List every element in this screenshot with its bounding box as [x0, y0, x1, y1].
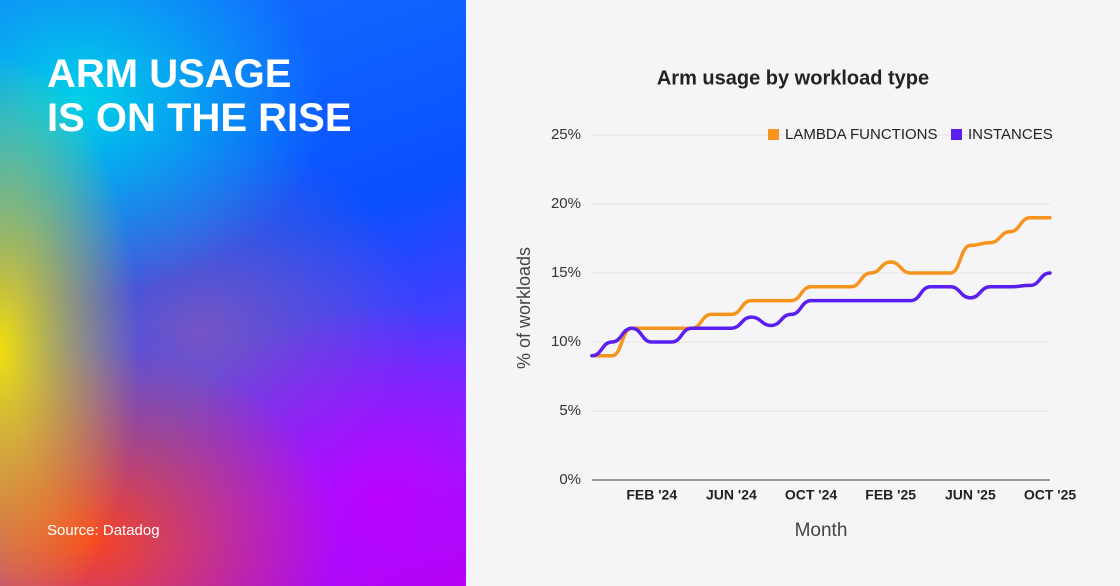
headline: IS ON THE RISE — [47, 96, 352, 140]
x-tick-label: OCT '24 — [785, 487, 838, 503]
legend-label: LAMBDA FUNCTIONS — [785, 126, 938, 143]
x-axis-label: Month — [795, 520, 848, 541]
y-tick-label: 5% — [559, 402, 581, 419]
y-tick-label: 15% — [551, 264, 581, 281]
legend-label: INSTANCES — [968, 126, 1053, 143]
series-line — [590, 271, 1052, 358]
y-tick-label: 10% — [551, 333, 581, 350]
x-tick-label: FEB '25 — [865, 487, 916, 503]
y-tick-label: 25% — [551, 126, 581, 143]
x-tick-label: OCT '25 — [1024, 487, 1077, 503]
chart-title: Arm usage by workload type — [657, 67, 929, 89]
series-line — [590, 216, 1052, 358]
x-tick-label: FEB '24 — [626, 487, 677, 503]
legend-swatch — [768, 129, 779, 140]
hero-panel: ARM USAGE IS ON THE RISE Source: Datadog — [0, 0, 466, 586]
y-tick-label: 0% — [559, 471, 581, 488]
y-axis-label: % of workloads — [514, 247, 534, 369]
source: Source: Datadog — [47, 522, 160, 539]
x-tick-label: JUN '25 — [945, 487, 996, 503]
y-tick-label: 20% — [551, 195, 581, 212]
legend-swatch — [951, 129, 962, 140]
x-tick-label: JUN '24 — [706, 487, 757, 503]
headline: ARM USAGE — [47, 52, 292, 96]
